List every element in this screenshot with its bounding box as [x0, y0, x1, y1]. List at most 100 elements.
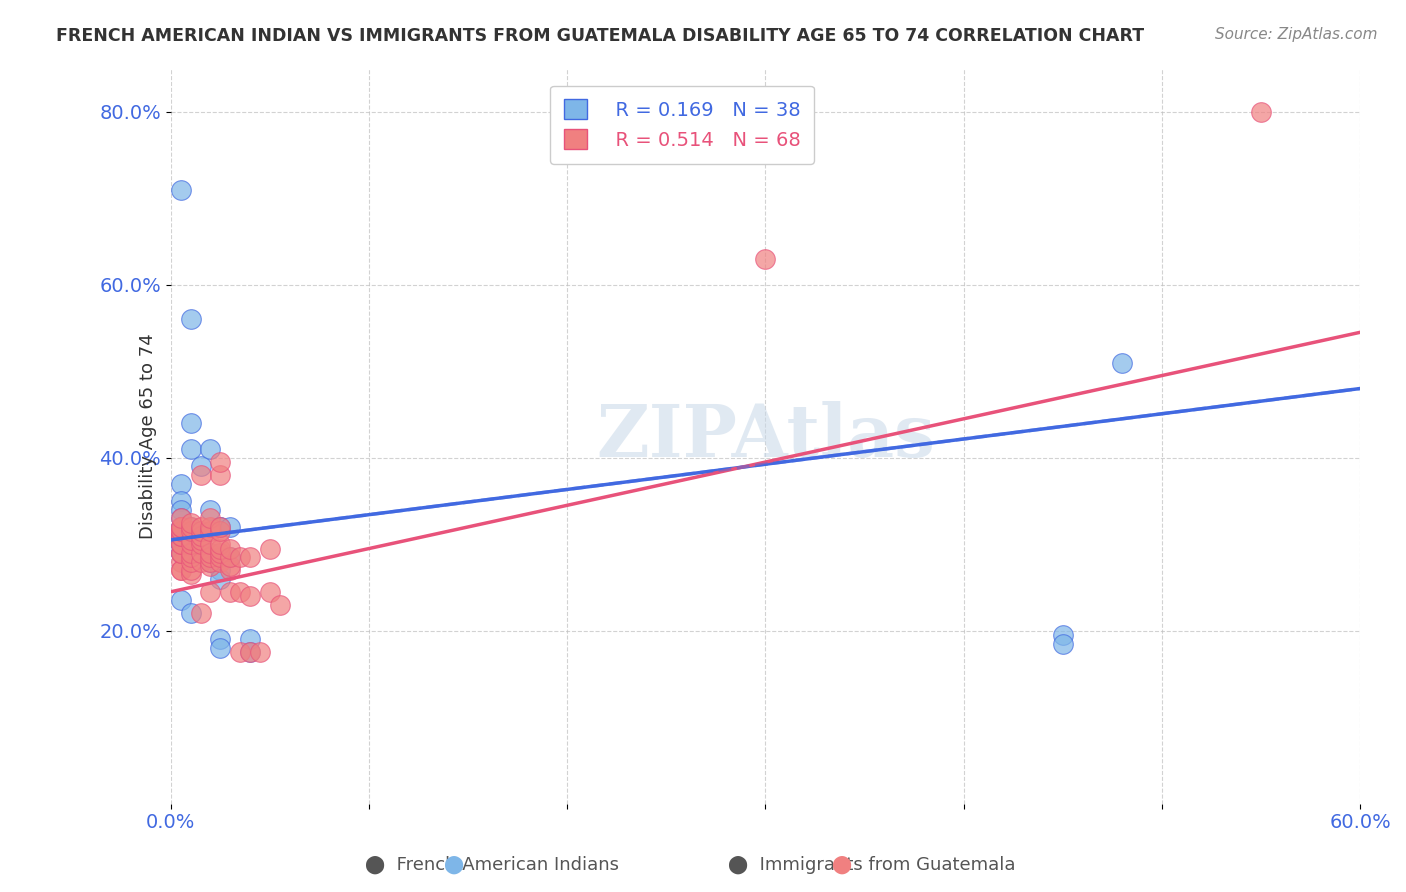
Point: [219, 550, 242, 565]
Point: [170, 563, 193, 577]
Point: [170, 520, 193, 534]
Point: [239, 550, 262, 565]
Point: [190, 554, 212, 568]
Point: [1052, 637, 1074, 651]
Point: [170, 546, 193, 560]
Point: [219, 584, 242, 599]
Point: [209, 520, 232, 534]
Point: [209, 640, 232, 655]
Point: [190, 528, 212, 542]
Point: [209, 563, 232, 577]
Legend:   R = 0.169   N = 38,   R = 0.514   N = 68: R = 0.169 N = 38, R = 0.514 N = 68: [550, 86, 814, 163]
Point: [209, 455, 232, 469]
Point: [190, 524, 212, 539]
Text: ZIPAtlas: ZIPAtlas: [596, 401, 935, 472]
Point: [200, 558, 222, 573]
Point: [170, 537, 193, 551]
Point: [190, 459, 212, 474]
Point: [190, 468, 212, 483]
Point: [209, 524, 232, 539]
Point: [219, 550, 242, 565]
Point: [200, 550, 222, 565]
Point: [219, 563, 242, 577]
Point: [180, 537, 202, 551]
Point: [1250, 104, 1272, 119]
Point: [200, 546, 222, 560]
Point: [170, 546, 193, 560]
Point: [200, 502, 222, 516]
Point: [239, 589, 262, 603]
Point: [209, 554, 232, 568]
Point: [180, 312, 202, 326]
Point: [180, 520, 202, 534]
Point: [180, 546, 202, 560]
Point: [259, 584, 281, 599]
Point: [239, 632, 262, 647]
Point: [219, 520, 242, 534]
Point: [209, 632, 232, 647]
Point: [170, 537, 193, 551]
Point: [170, 183, 193, 197]
Point: [170, 494, 193, 508]
Point: [180, 550, 202, 565]
Point: [190, 537, 212, 551]
Point: [170, 511, 193, 525]
Point: [180, 524, 202, 539]
Point: [170, 554, 193, 568]
Point: [269, 598, 291, 612]
Point: [209, 572, 232, 586]
Point: [219, 558, 242, 573]
Point: [209, 546, 232, 560]
Point: [1111, 355, 1133, 369]
Point: [190, 520, 212, 534]
Point: [200, 554, 222, 568]
Point: [180, 416, 202, 430]
Point: [200, 442, 222, 456]
Text: FRENCH AMERICAN INDIAN VS IMMIGRANTS FROM GUATEMALA DISABILITY AGE 65 TO 74 CORR: FRENCH AMERICAN INDIAN VS IMMIGRANTS FRO…: [56, 27, 1144, 45]
Point: [200, 546, 222, 560]
Point: [180, 516, 202, 530]
Text: ⬤: ⬤: [443, 855, 463, 874]
Point: [170, 593, 193, 607]
Point: [170, 546, 193, 560]
Point: [180, 442, 202, 456]
Text: ⬤  Immigrants from Guatemala: ⬤ Immigrants from Guatemala: [728, 855, 1015, 874]
Point: [754, 252, 776, 266]
Point: [200, 520, 222, 534]
Point: [170, 520, 193, 534]
Point: [170, 528, 193, 542]
Y-axis label: Disability Age 65 to 74: Disability Age 65 to 74: [139, 334, 157, 539]
Point: [170, 563, 193, 577]
Point: [190, 533, 212, 547]
Point: [170, 511, 193, 525]
Point: [239, 645, 262, 659]
Point: [200, 537, 222, 551]
Point: [209, 541, 232, 556]
Point: [200, 524, 222, 539]
Point: [180, 546, 202, 560]
Point: [180, 520, 202, 534]
Text: Source: ZipAtlas.com: Source: ZipAtlas.com: [1215, 27, 1378, 42]
Point: [170, 520, 193, 534]
Point: [209, 550, 232, 565]
Point: [170, 476, 193, 491]
Point: [170, 502, 193, 516]
Point: [229, 645, 252, 659]
Point: [170, 520, 193, 534]
Point: [180, 607, 202, 621]
Point: [190, 607, 212, 621]
Point: [170, 528, 193, 542]
Point: [229, 550, 252, 565]
Point: [209, 520, 232, 534]
Point: [200, 584, 222, 599]
Point: [170, 537, 193, 551]
Text: ⬤  French American Indians: ⬤ French American Indians: [366, 855, 619, 874]
Point: [170, 524, 193, 539]
Point: [259, 541, 281, 556]
Point: [170, 528, 193, 542]
Point: [239, 645, 262, 659]
Point: [200, 554, 222, 568]
Point: [170, 546, 193, 560]
Point: [180, 533, 202, 547]
Point: [219, 541, 242, 556]
